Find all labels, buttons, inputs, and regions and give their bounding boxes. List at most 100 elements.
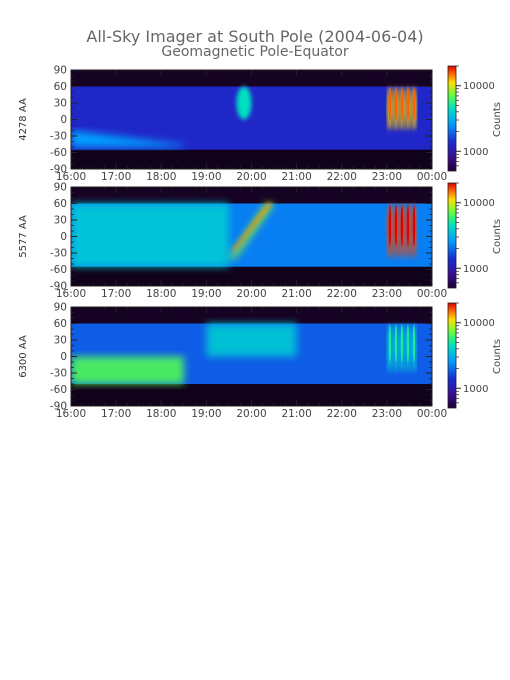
chart-title: All-Sky Imager at South Pole (2004-06-04…: [86, 27, 423, 46]
x-tick-label: 18:00: [146, 408, 176, 420]
x-tick-label: 00:00: [417, 171, 447, 183]
feature-2: [206, 323, 297, 357]
colorbar-gradient: [447, 182, 457, 289]
feature-1: [71, 130, 184, 147]
feature-2: [228, 203, 275, 259]
feature-streak-core: [400, 324, 404, 363]
feature-diagonal-core: [231, 203, 273, 251]
y-tick-label: 90: [54, 182, 67, 194]
feature-streak-core: [400, 204, 404, 247]
colorbar: 10000 1000 Counts: [447, 182, 503, 289]
y-tick-label: 30: [54, 215, 67, 227]
x-tick-label: 22:00: [327, 408, 357, 420]
x-tick-label: 21:00: [281, 288, 311, 300]
aurora-features: [71, 203, 417, 267]
feature-3: [387, 323, 417, 373]
panel-plot-area: [71, 307, 432, 406]
feature-streak-core: [406, 324, 410, 363]
panel-plot-area: [71, 70, 432, 169]
y-tick-label: -90: [50, 401, 67, 413]
y-tick-label: -60: [50, 147, 67, 159]
y-tick-label: 90: [54, 65, 67, 77]
y-tick-label: -60: [50, 384, 67, 396]
y-axis-label: 4278 AA: [18, 98, 29, 141]
colorbar-tick-label: 10000: [463, 81, 495, 92]
feature-2: [236, 86, 252, 120]
y-axis-label: 6300 AA: [18, 335, 29, 378]
feature-streak-core: [406, 87, 410, 122]
feature-sloping-band: [71, 130, 184, 147]
x-tick-label: 22:00: [327, 288, 357, 300]
y-tick-label: -90: [50, 281, 67, 293]
colorbar-label: Counts: [492, 339, 503, 374]
feature-3: [387, 203, 417, 259]
x-tick-label: 18:00: [146, 171, 176, 183]
feature-streak-core: [388, 204, 392, 247]
feature-diffuse: [206, 323, 297, 357]
feature-streak-core: [388, 87, 392, 122]
colorbar-label: Counts: [492, 219, 503, 254]
x-tick-label: 16:00: [56, 408, 86, 420]
chart-subtitle: Geomagnetic Pole-Equator: [161, 44, 348, 60]
colorbar-gradient: [447, 302, 457, 409]
y-tick-label: 90: [54, 302, 67, 314]
y-tick-label: -30: [50, 368, 67, 380]
feature-streak-core: [412, 87, 416, 122]
feature-streak-core: [388, 324, 392, 363]
x-tick-label: 23:00: [372, 171, 402, 183]
x-tick-label: 17:00: [101, 288, 131, 300]
x-tick-label: 19:00: [191, 288, 221, 300]
colorbar-tick-label: 1000: [463, 264, 488, 275]
x-tick-label: 17:00: [101, 408, 131, 420]
x-tick-label: 20:00: [236, 171, 266, 183]
x-tick-label: 16:00: [56, 288, 86, 300]
x-tick-label: 19:00: [191, 408, 221, 420]
x-tick-label: 21:00: [281, 171, 311, 183]
aurora-features: [71, 86, 417, 147]
x-tick-label: 19:00: [191, 171, 221, 183]
y-tick-label: 30: [54, 335, 67, 347]
colorbar-tick-label: 10000: [463, 318, 495, 329]
y-tick-label: 60: [54, 198, 67, 210]
feature-streak-core: [412, 204, 416, 247]
x-tick-label: 00:00: [417, 408, 447, 420]
x-tick-label: 21:00: [281, 408, 311, 420]
y-tick-label: 0: [60, 351, 67, 363]
y-tick-label: 0: [60, 114, 67, 126]
y-tick-label: -60: [50, 264, 67, 276]
feature-streak-core: [394, 204, 398, 247]
feature-diffuse: [71, 356, 184, 384]
y-tick-label: 60: [54, 81, 67, 93]
x-tick-label: 23:00: [372, 408, 402, 420]
x-tick-label: 00:00: [417, 288, 447, 300]
colorbar: 10000 1000 Counts: [447, 65, 503, 172]
feature-streak-core: [394, 324, 398, 363]
y-tick-label: 30: [54, 98, 67, 110]
colorbar: 10000 1000 Counts: [447, 302, 503, 409]
feature-streak-core: [412, 324, 416, 363]
y-tick-label: 60: [54, 318, 67, 330]
colorbar-gradient: [447, 65, 457, 172]
y-tick-label: 0: [60, 231, 67, 243]
feature-streak-core: [400, 87, 404, 122]
colorbar-tick-label: 10000: [463, 198, 495, 209]
feature-1: [71, 356, 184, 384]
y-tick-label: -30: [50, 248, 67, 260]
x-tick-label: 20:00: [236, 288, 266, 300]
feature-streak-core: [394, 87, 398, 122]
y-tick-label: -90: [50, 164, 67, 176]
panel-plot-area: [71, 187, 432, 286]
feature-streak-core: [406, 204, 410, 247]
x-tick-label: 23:00: [372, 288, 402, 300]
x-tick-label: 18:00: [146, 288, 176, 300]
colorbar-label: Counts: [492, 102, 503, 137]
aurora-features: [71, 323, 417, 384]
feature-streak: [236, 86, 252, 120]
feature-3: [387, 86, 417, 131]
feature-1: [71, 203, 229, 267]
x-tick-label: 17:00: [101, 171, 131, 183]
